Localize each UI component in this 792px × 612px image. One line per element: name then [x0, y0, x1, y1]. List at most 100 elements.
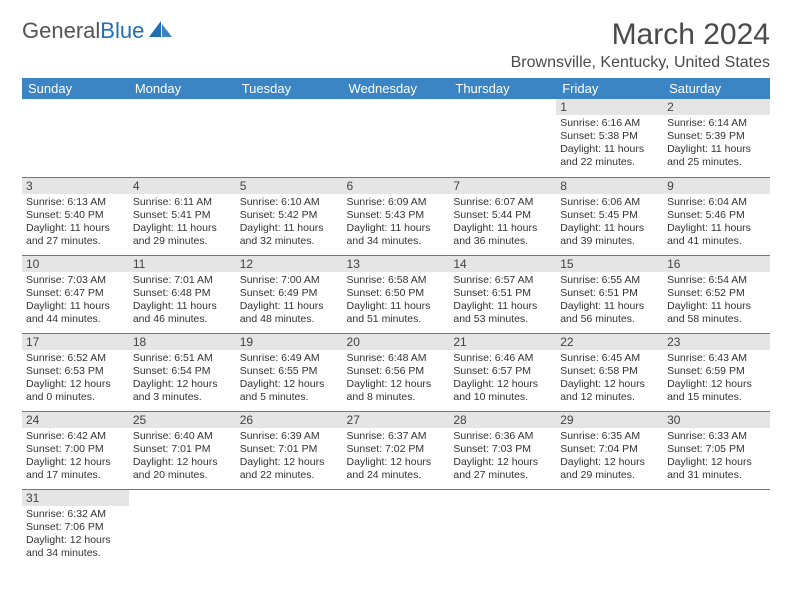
day-details: Sunrise: 6:39 AMSunset: 7:01 PMDaylight:…: [236, 428, 343, 486]
calendar-row: 31Sunrise: 6:32 AMSunset: 7:06 PMDayligh…: [22, 489, 770, 567]
calendar-cell: 14Sunrise: 6:57 AMSunset: 6:51 PMDayligh…: [449, 255, 556, 333]
day-number: 22: [556, 334, 663, 350]
day-details: Sunrise: 6:46 AMSunset: 6:57 PMDaylight:…: [449, 350, 556, 408]
day-details: Sunrise: 6:54 AMSunset: 6:52 PMDaylight:…: [663, 272, 770, 330]
day-details: Sunrise: 6:04 AMSunset: 5:46 PMDaylight:…: [663, 194, 770, 252]
calendar-cell: [556, 489, 663, 567]
calendar-cell: 20Sunrise: 6:48 AMSunset: 6:56 PMDayligh…: [343, 333, 450, 411]
day-details: Sunrise: 6:40 AMSunset: 7:01 PMDaylight:…: [129, 428, 236, 486]
weekday-header: Sunday: [22, 78, 129, 99]
weekday-header: Tuesday: [236, 78, 343, 99]
calendar-cell: 8Sunrise: 6:06 AMSunset: 5:45 PMDaylight…: [556, 177, 663, 255]
calendar-cell: [343, 99, 450, 177]
calendar-cell: 27Sunrise: 6:37 AMSunset: 7:02 PMDayligh…: [343, 411, 450, 489]
calendar-cell: [663, 489, 770, 567]
day-details: Sunrise: 6:35 AMSunset: 7:04 PMDaylight:…: [556, 428, 663, 486]
day-details: Sunrise: 6:42 AMSunset: 7:00 PMDaylight:…: [22, 428, 129, 486]
logo-word-general: General: [22, 18, 100, 43]
calendar-cell: 10Sunrise: 7:03 AMSunset: 6:47 PMDayligh…: [22, 255, 129, 333]
calendar-cell: 31Sunrise: 6:32 AMSunset: 7:06 PMDayligh…: [22, 489, 129, 567]
calendar-cell: 9Sunrise: 6:04 AMSunset: 5:46 PMDaylight…: [663, 177, 770, 255]
sail-icon: [148, 19, 174, 44]
logo-word-blue: Blue: [100, 18, 144, 43]
logo-text: GeneralBlue: [22, 18, 144, 44]
calendar-cell: 5Sunrise: 6:10 AMSunset: 5:42 PMDaylight…: [236, 177, 343, 255]
calendar-cell: [129, 99, 236, 177]
day-details: Sunrise: 6:36 AMSunset: 7:03 PMDaylight:…: [449, 428, 556, 486]
day-number: 10: [22, 256, 129, 272]
day-details: Sunrise: 6:14 AMSunset: 5:39 PMDaylight:…: [663, 115, 770, 173]
day-number: 8: [556, 178, 663, 194]
day-details: Sunrise: 6:55 AMSunset: 6:51 PMDaylight:…: [556, 272, 663, 330]
calendar-cell: [449, 489, 556, 567]
day-details: Sunrise: 6:13 AMSunset: 5:40 PMDaylight:…: [22, 194, 129, 252]
day-number: 28: [449, 412, 556, 428]
calendar-cell: [449, 99, 556, 177]
day-details: Sunrise: 6:43 AMSunset: 6:59 PMDaylight:…: [663, 350, 770, 408]
day-number: 7: [449, 178, 556, 194]
calendar-cell: 6Sunrise: 6:09 AMSunset: 5:43 PMDaylight…: [343, 177, 450, 255]
calendar-cell: 18Sunrise: 6:51 AMSunset: 6:54 PMDayligh…: [129, 333, 236, 411]
weekday-header: Monday: [129, 78, 236, 99]
calendar-cell: 19Sunrise: 6:49 AMSunset: 6:55 PMDayligh…: [236, 333, 343, 411]
day-details: Sunrise: 7:01 AMSunset: 6:48 PMDaylight:…: [129, 272, 236, 330]
day-details: Sunrise: 6:09 AMSunset: 5:43 PMDaylight:…: [343, 194, 450, 252]
calendar-table: Sunday Monday Tuesday Wednesday Thursday…: [22, 78, 770, 567]
calendar-row: 24Sunrise: 6:42 AMSunset: 7:00 PMDayligh…: [22, 411, 770, 489]
calendar-cell: 1Sunrise: 6:16 AMSunset: 5:38 PMDaylight…: [556, 99, 663, 177]
day-number: 4: [129, 178, 236, 194]
day-number: 1: [556, 99, 663, 115]
weekday-header: Thursday: [449, 78, 556, 99]
day-details: Sunrise: 6:16 AMSunset: 5:38 PMDaylight:…: [556, 115, 663, 173]
day-details: Sunrise: 7:00 AMSunset: 6:49 PMDaylight:…: [236, 272, 343, 330]
calendar-cell: 3Sunrise: 6:13 AMSunset: 5:40 PMDaylight…: [22, 177, 129, 255]
calendar-cell: 29Sunrise: 6:35 AMSunset: 7:04 PMDayligh…: [556, 411, 663, 489]
calendar-cell: [236, 489, 343, 567]
calendar-row: 1Sunrise: 6:16 AMSunset: 5:38 PMDaylight…: [22, 99, 770, 177]
day-number: 20: [343, 334, 450, 350]
day-number: 18: [129, 334, 236, 350]
calendar-cell: 17Sunrise: 6:52 AMSunset: 6:53 PMDayligh…: [22, 333, 129, 411]
day-number: 2: [663, 99, 770, 115]
day-details: Sunrise: 6:11 AMSunset: 5:41 PMDaylight:…: [129, 194, 236, 252]
day-number: 25: [129, 412, 236, 428]
calendar-cell: 30Sunrise: 6:33 AMSunset: 7:05 PMDayligh…: [663, 411, 770, 489]
calendar-cell: 7Sunrise: 6:07 AMSunset: 5:44 PMDaylight…: [449, 177, 556, 255]
calendar-cell: 24Sunrise: 6:42 AMSunset: 7:00 PMDayligh…: [22, 411, 129, 489]
calendar-cell: 21Sunrise: 6:46 AMSunset: 6:57 PMDayligh…: [449, 333, 556, 411]
day-details: Sunrise: 6:32 AMSunset: 7:06 PMDaylight:…: [22, 506, 129, 564]
day-details: Sunrise: 6:48 AMSunset: 6:56 PMDaylight:…: [343, 350, 450, 408]
title-block: March 2024 Brownsville, Kentucky, United…: [511, 18, 770, 72]
day-number: 11: [129, 256, 236, 272]
day-number: 3: [22, 178, 129, 194]
calendar-row: 10Sunrise: 7:03 AMSunset: 6:47 PMDayligh…: [22, 255, 770, 333]
calendar-cell: [343, 489, 450, 567]
weekday-header-row: Sunday Monday Tuesday Wednesday Thursday…: [22, 78, 770, 99]
calendar-cell: 28Sunrise: 6:36 AMSunset: 7:03 PMDayligh…: [449, 411, 556, 489]
header: GeneralBlue March 2024 Brownsville, Kent…: [22, 18, 770, 72]
calendar-cell: 23Sunrise: 6:43 AMSunset: 6:59 PMDayligh…: [663, 333, 770, 411]
day-details: Sunrise: 6:51 AMSunset: 6:54 PMDaylight:…: [129, 350, 236, 408]
location: Brownsville, Kentucky, United States: [511, 54, 770, 72]
calendar-cell: 4Sunrise: 6:11 AMSunset: 5:41 PMDaylight…: [129, 177, 236, 255]
day-details: Sunrise: 6:33 AMSunset: 7:05 PMDaylight:…: [663, 428, 770, 486]
day-details: Sunrise: 6:52 AMSunset: 6:53 PMDaylight:…: [22, 350, 129, 408]
day-number: 6: [343, 178, 450, 194]
day-number: 30: [663, 412, 770, 428]
day-details: Sunrise: 6:57 AMSunset: 6:51 PMDaylight:…: [449, 272, 556, 330]
day-number: 29: [556, 412, 663, 428]
calendar-cell: [129, 489, 236, 567]
day-number: 31: [22, 490, 129, 506]
day-number: 16: [663, 256, 770, 272]
day-number: 5: [236, 178, 343, 194]
calendar-cell: 13Sunrise: 6:58 AMSunset: 6:50 PMDayligh…: [343, 255, 450, 333]
calendar-cell: [236, 99, 343, 177]
day-details: Sunrise: 6:58 AMSunset: 6:50 PMDaylight:…: [343, 272, 450, 330]
weekday-header: Friday: [556, 78, 663, 99]
calendar-cell: 12Sunrise: 7:00 AMSunset: 6:49 PMDayligh…: [236, 255, 343, 333]
month-title: March 2024: [511, 18, 770, 52]
day-details: Sunrise: 6:45 AMSunset: 6:58 PMDaylight:…: [556, 350, 663, 408]
calendar-cell: 26Sunrise: 6:39 AMSunset: 7:01 PMDayligh…: [236, 411, 343, 489]
day-number: 26: [236, 412, 343, 428]
day-details: Sunrise: 6:10 AMSunset: 5:42 PMDaylight:…: [236, 194, 343, 252]
